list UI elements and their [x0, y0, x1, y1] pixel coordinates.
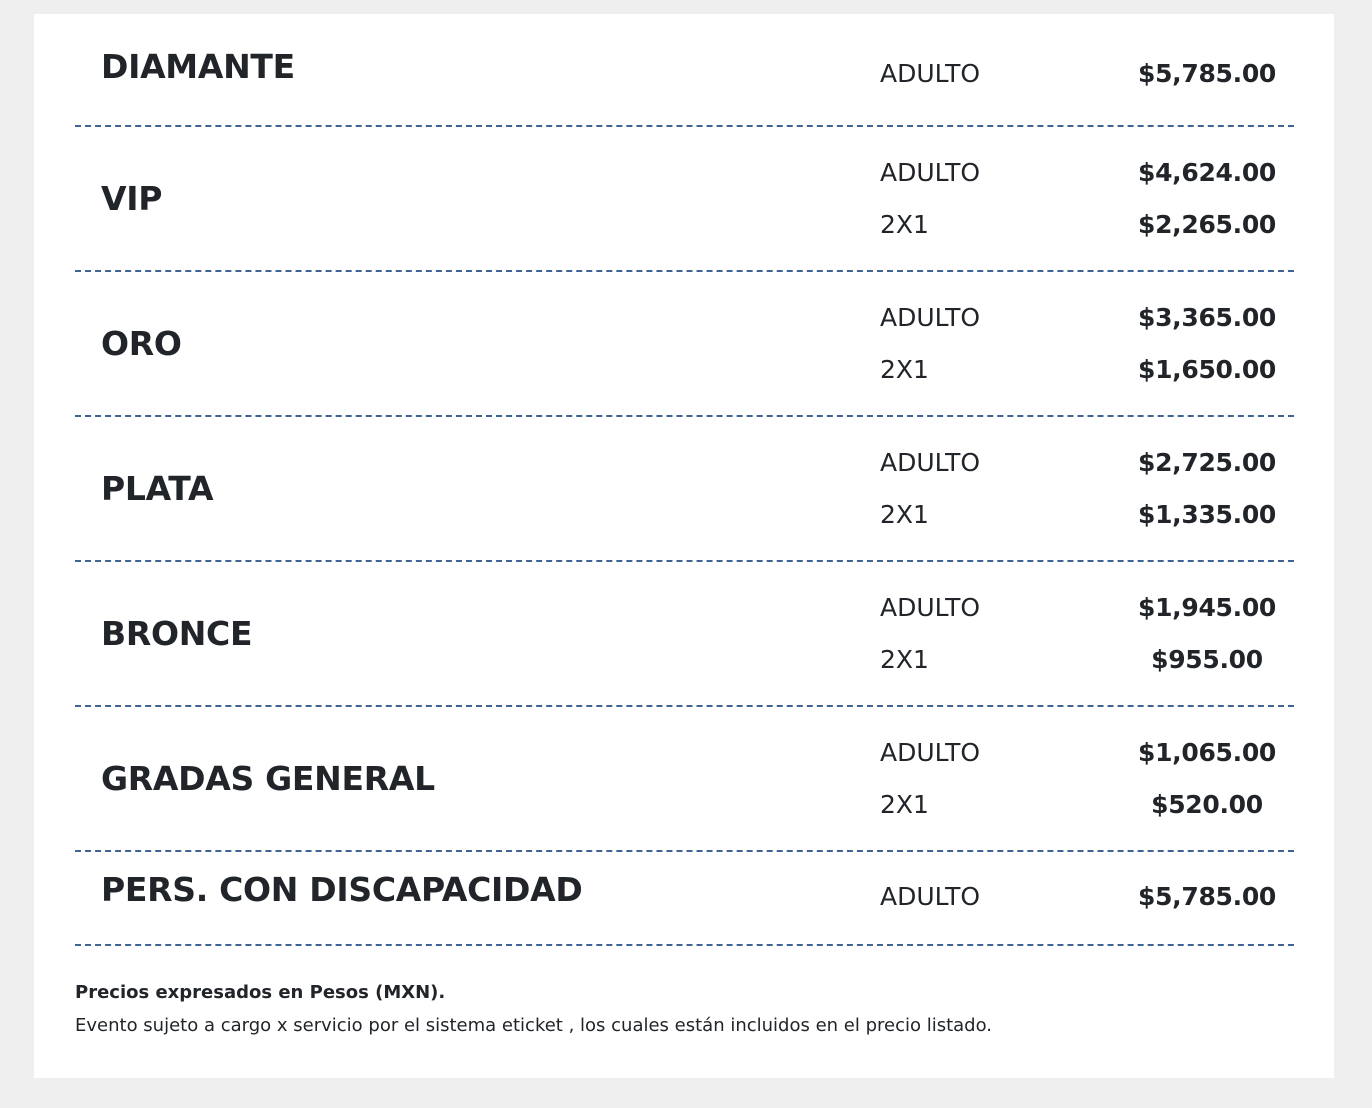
currency-note: Precios expresados en Pesos (MXN).	[75, 982, 446, 1003]
tier-name: GRADAS GENERAL	[101, 759, 435, 798]
ticket-price: $520.00	[1151, 790, 1263, 819]
price-card: DIAMANTE ADULTO $5,785.00 VIP ADULTO $4,624.0…	[34, 14, 1334, 1078]
tier-row: VIP ADULTO $4,624.00 2X1 $2,265.00	[75, 127, 1294, 272]
ticket-type: ADULTO	[880, 158, 981, 187]
ticket-type: 2X1	[880, 645, 929, 674]
tier-name: VIP	[101, 179, 163, 218]
ticket-type: 2X1	[880, 790, 929, 819]
ticket-price: $955.00	[1151, 645, 1263, 674]
ticket-price: $1,335.00	[1137, 500, 1277, 529]
tier-entries: ADULTO $5,785.00	[880, 870, 1294, 922]
tier-entries: ADULTO $2,725.00 2X1 $1,335.00	[880, 437, 1294, 541]
price-entry: ADULTO $4,624.00	[880, 147, 1294, 199]
ticket-type: 2X1	[880, 210, 929, 239]
price-entry: ADULTO $1,945.00	[880, 582, 1294, 634]
price-entry: 2X1 $520.00	[880, 779, 1294, 831]
ticket-price: $5,785.00	[1137, 59, 1277, 88]
ticket-price: $2,265.00	[1137, 210, 1277, 239]
price-table: DIAMANTE ADULTO $5,785.00 VIP ADULTO $4,624.0…	[75, 14, 1294, 946]
price-entry: 2X1 $1,650.00	[880, 344, 1294, 396]
tier-row: PERS. CON DISCAPACIDAD ADULTO $5,785.00	[75, 852, 1294, 946]
ticket-price: $1,650.00	[1137, 355, 1277, 384]
price-entry: ADULTO $5,785.00	[880, 870, 1294, 922]
price-entry: ADULTO $5,785.00	[880, 48, 1294, 100]
ticket-type: ADULTO	[880, 593, 981, 622]
tier-name: ORO	[101, 324, 182, 363]
tier-row: BRONCE ADULTO $1,945.00 2X1 $955.00	[75, 562, 1294, 707]
ticket-type: 2X1	[880, 500, 929, 529]
price-entry: ADULTO $3,365.00	[880, 292, 1294, 344]
price-entry: 2X1 $2,265.00	[880, 199, 1294, 251]
ticket-type: ADULTO	[880, 59, 981, 88]
service-note: Evento sujeto a cargo x servicio por el …	[75, 1015, 993, 1036]
tier-entries: ADULTO $4,624.00 2X1 $2,265.00	[880, 147, 1294, 251]
tier-row: DIAMANTE ADULTO $5,785.00	[75, 14, 1294, 127]
ticket-type: ADULTO	[880, 303, 981, 332]
ticket-type: 2X1	[880, 355, 929, 384]
ticket-type: ADULTO	[880, 738, 981, 767]
tier-row: ORO ADULTO $3,365.00 2X1 $1,650.00	[75, 272, 1294, 417]
tier-name: DIAMANTE	[101, 47, 295, 86]
ticket-price: $2,725.00	[1137, 448, 1277, 477]
ticket-type: ADULTO	[880, 448, 981, 477]
tier-row: PLATA ADULTO $2,725.00 2X1 $1,335.00	[75, 417, 1294, 562]
tier-name: PLATA	[101, 469, 214, 508]
tier-name: PERS. CON DISCAPACIDAD	[101, 869, 583, 909]
price-entry: ADULTO $2,725.00	[880, 437, 1294, 489]
ticket-price: $4,624.00	[1137, 158, 1277, 187]
ticket-type: ADULTO	[880, 881, 981, 911]
tier-entries: ADULTO $3,365.00 2X1 $1,650.00	[880, 292, 1294, 396]
ticket-price: $1,065.00	[1137, 738, 1277, 767]
footer-notes: Precios expresados en Pesos (MXN). Event…	[75, 976, 992, 1042]
tier-entries: ADULTO $1,065.00 2X1 $520.00	[880, 727, 1294, 831]
tier-row: GRADAS GENERAL ADULTO $1,065.00 2X1 $520.00	[75, 707, 1294, 852]
ticket-price: $1,945.00	[1137, 593, 1277, 622]
ticket-price: $3,365.00	[1137, 303, 1277, 332]
tier-entries: ADULTO $1,945.00 2X1 $955.00	[880, 582, 1294, 686]
price-entry: 2X1 $955.00	[880, 634, 1294, 686]
tier-name: BRONCE	[101, 614, 253, 653]
price-entry: ADULTO $1,065.00	[880, 727, 1294, 779]
price-entry: 2X1 $1,335.00	[880, 489, 1294, 541]
tier-entries: ADULTO $5,785.00	[880, 48, 1294, 100]
ticket-price: $5,785.00	[1137, 881, 1277, 911]
